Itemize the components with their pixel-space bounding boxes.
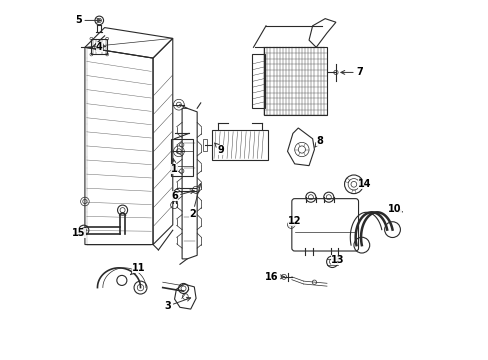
Text: 13: 13 bbox=[330, 255, 344, 265]
Text: 2: 2 bbox=[189, 184, 201, 219]
Bar bbox=[171, 139, 192, 176]
Text: 10: 10 bbox=[387, 204, 401, 214]
Text: 16: 16 bbox=[264, 272, 284, 282]
Text: 6: 6 bbox=[171, 190, 194, 201]
Text: 12: 12 bbox=[287, 216, 301, 226]
Text: 9: 9 bbox=[214, 143, 224, 154]
Bar bbox=[212, 130, 267, 160]
Text: 3: 3 bbox=[163, 297, 190, 311]
Text: 15: 15 bbox=[72, 228, 85, 238]
Text: 7: 7 bbox=[340, 67, 362, 77]
Bar bbox=[251, 54, 265, 108]
Bar bbox=[91, 39, 107, 54]
Text: 1: 1 bbox=[171, 159, 178, 174]
Bar bbox=[203, 139, 206, 151]
Text: 8: 8 bbox=[314, 136, 323, 147]
Text: 4: 4 bbox=[96, 42, 105, 51]
Bar bbox=[264, 47, 326, 116]
Text: 5: 5 bbox=[75, 15, 101, 26]
Text: 14: 14 bbox=[357, 179, 370, 189]
Text: 11: 11 bbox=[130, 263, 145, 275]
